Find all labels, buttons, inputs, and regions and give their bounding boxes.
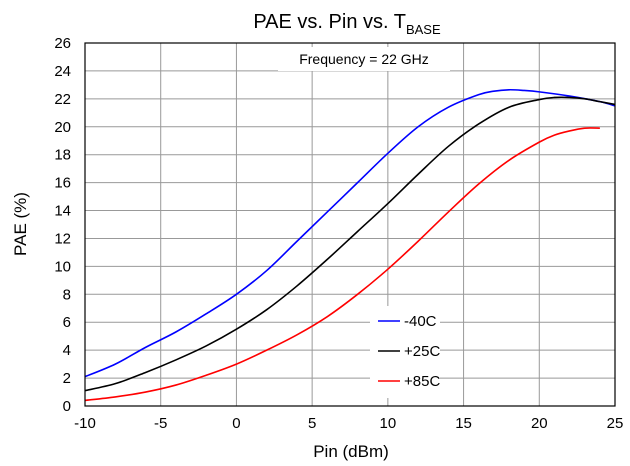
x-tick-label: 20 [531, 415, 548, 432]
annotation-background [278, 47, 450, 71]
y-tick-label: 10 [54, 258, 71, 275]
x-tick-label: -10 [74, 415, 96, 432]
y-tick-label: 20 [54, 119, 71, 136]
y-tick-label: 14 [54, 203, 71, 220]
x-tick-label: 25 [607, 415, 624, 432]
y-tick-label: 4 [63, 342, 71, 359]
chart-title: PAE vs. Pin vs. TBASE [253, 11, 441, 37]
y-tick-label: 22 [54, 91, 71, 108]
x-axis-ticks: -10 -5 0 5 10 15 20 25 [74, 415, 623, 432]
annotation-text: Frequency = 22 GHz [299, 51, 429, 67]
y-tick-label: 0 [63, 398, 71, 415]
frequency-annotation: Frequency = 22 GHz [278, 47, 450, 71]
legend: -40C +25C +85C [370, 306, 440, 398]
legend-label-25c: +25C [404, 343, 440, 360]
chart-title-main: PAE vs. Pin vs. T [253, 11, 406, 33]
y-tick-label: 8 [63, 286, 71, 303]
chart-title-subscript: BASE [406, 22, 441, 37]
x-axis-label: Pin (dBm) [313, 442, 389, 461]
legend-label-85c: +85C [404, 373, 440, 390]
x-tick-label: 0 [232, 415, 240, 432]
x-tick-label: 10 [380, 415, 397, 432]
x-tick-label: 15 [455, 415, 472, 432]
y-axis-label: PAE (%) [11, 192, 30, 256]
y-tick-label: 6 [63, 314, 71, 331]
y-tick-label: 16 [54, 175, 71, 192]
x-tick-label: 5 [308, 415, 316, 432]
y-tick-label: 18 [54, 147, 71, 164]
series-line-40c [85, 88, 615, 378]
y-tick-label: 26 [54, 35, 71, 52]
legend-label-40c: -40C [404, 313, 437, 330]
series-lines [85, 88, 615, 402]
grid [85, 43, 615, 406]
y-tick-label: 24 [54, 63, 71, 80]
series-line-25c [85, 96, 615, 392]
y-tick-label: 12 [54, 230, 71, 247]
series-line-85c [85, 127, 600, 402]
x-tick-label: -5 [154, 415, 167, 432]
plot-frame [84, 42, 616, 407]
y-tick-label: 2 [63, 370, 71, 387]
